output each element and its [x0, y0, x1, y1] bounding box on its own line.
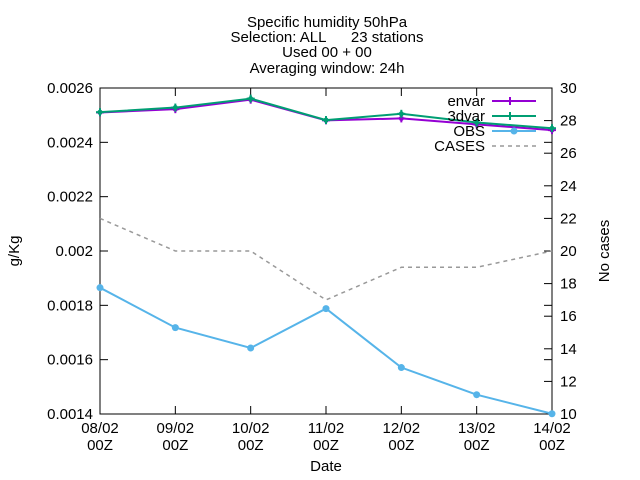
y2-tick-label: 18: [560, 276, 577, 293]
y2-tick-label: 30: [560, 80, 577, 97]
data-point-envar-dot: [398, 115, 404, 121]
legend-item-envar: envar: [447, 93, 536, 110]
data-point-3dvar-dot: [172, 105, 178, 111]
y2-tick-label: 22: [560, 210, 577, 227]
data-point-obs: [322, 305, 330, 313]
data-point-3dvar-dot: [549, 125, 555, 131]
y-tick-label: 0.0022: [47, 189, 93, 206]
y-tick-label: 0.0016: [47, 352, 93, 369]
legend-marker-obs: [510, 127, 518, 135]
data-point-obs: [247, 344, 255, 352]
data-point-3dvar: [246, 94, 255, 103]
series-3dvar: [96, 94, 556, 133]
data-point-3dvar: [322, 116, 330, 125]
x-axis-label: Date: [310, 458, 342, 475]
series-line-cases: [99, 217, 553, 301]
y2-tick-label: 24: [560, 178, 577, 195]
chart-title-line: Specific humidity 50hPa: [247, 14, 408, 31]
y2-tick-label: 14: [560, 341, 577, 358]
y2-tick-label: 16: [560, 308, 577, 325]
x-tick-label: 13/02: [458, 420, 496, 437]
x-tick-label: 00Z: [87, 437, 113, 454]
y2-axis-label: No cases: [596, 220, 613, 283]
x-tick-label: 00Z: [388, 437, 414, 454]
data-point-3dvar-dot: [474, 120, 480, 126]
y-axis-label: g/Kg: [6, 236, 23, 267]
y-tick-label: 0.002: [55, 243, 93, 260]
y2-tick-label: 28: [560, 113, 577, 130]
data-point-obs: [171, 324, 179, 332]
x-tick-label: 08/02: [81, 420, 119, 437]
x-tick-label: 00Z: [238, 437, 264, 454]
legend-label-cases: CASES: [434, 138, 485, 155]
x-tick-label: 11/02: [308, 420, 344, 437]
data-point-obs: [548, 410, 556, 418]
chart-title-line: Selection: ALL 23 stations: [231, 29, 424, 46]
x-tick-label: 00Z: [162, 437, 188, 454]
series-cases: [99, 217, 553, 301]
data-point-obs: [473, 391, 481, 399]
legend-label-3dvar: 3dvar: [447, 108, 485, 125]
x-tick-label: 00Z: [464, 437, 490, 454]
data-point-3dvar-dot: [97, 109, 103, 115]
y-tick-label: 0.0018: [47, 297, 93, 314]
data-point-3dvar: [548, 124, 556, 133]
chart-title: Specific humidity 50hPa Selection: ALL 2…: [231, 14, 424, 77]
y2-tick-label: 10: [560, 406, 577, 423]
x-tick-label: 00Z: [313, 437, 339, 454]
legend-item-obs: OBS: [453, 123, 536, 140]
x-tick-label: 09/02: [157, 420, 195, 437]
chart-title-line: Used 00 + 00: [282, 44, 372, 61]
data-point-3dvar: [397, 109, 406, 118]
series-layer: [96, 94, 556, 418]
y-tick-label: 0.0026: [47, 80, 93, 97]
y2-tick-label: 20: [560, 243, 577, 260]
data-point-3dvar: [171, 103, 180, 112]
legend-item-3dvar: 3dvar: [447, 108, 536, 125]
chart-title-line: Averaging window: 24h: [250, 60, 405, 77]
y2-tick-label: 26: [560, 145, 577, 162]
y2-axis: 10 12 14 16 18 20 22 24 26 28 30: [544, 80, 577, 423]
legend-label-obs: OBS: [453, 123, 485, 140]
series-obs: [96, 284, 556, 418]
data-point-obs: [96, 284, 104, 292]
legend-label-envar: envar: [447, 93, 485, 110]
x-tick-label: 00Z: [539, 437, 565, 454]
legend-item-cases: CASES: [434, 138, 536, 155]
data-point-3dvar-dot: [398, 111, 404, 117]
y-tick-label: 0.0024: [47, 134, 93, 151]
y2-tick-label: 12: [560, 373, 577, 390]
data-point-3dvar-dot: [248, 96, 254, 102]
data-point-3dvar: [96, 108, 104, 117]
x-axis: 08/0200Z09/0200Z10/0200Z11/0200Z12/0200Z…: [81, 88, 571, 454]
y-tick-label: 0.0014: [47, 406, 93, 423]
data-point-obs: [397, 364, 405, 372]
x-tick-label: 14/02: [533, 420, 571, 437]
y-axis: 0.0014 0.0016 0.0018 0.002 0.0022 0.0024 0.002…: [47, 80, 552, 423]
series-envar: [96, 95, 556, 135]
x-tick-label: 10/02: [232, 420, 270, 437]
x-tick-label: 12/02: [383, 420, 421, 437]
data-point-3dvar-dot: [323, 117, 329, 123]
data-point-3dvar: [472, 118, 481, 127]
